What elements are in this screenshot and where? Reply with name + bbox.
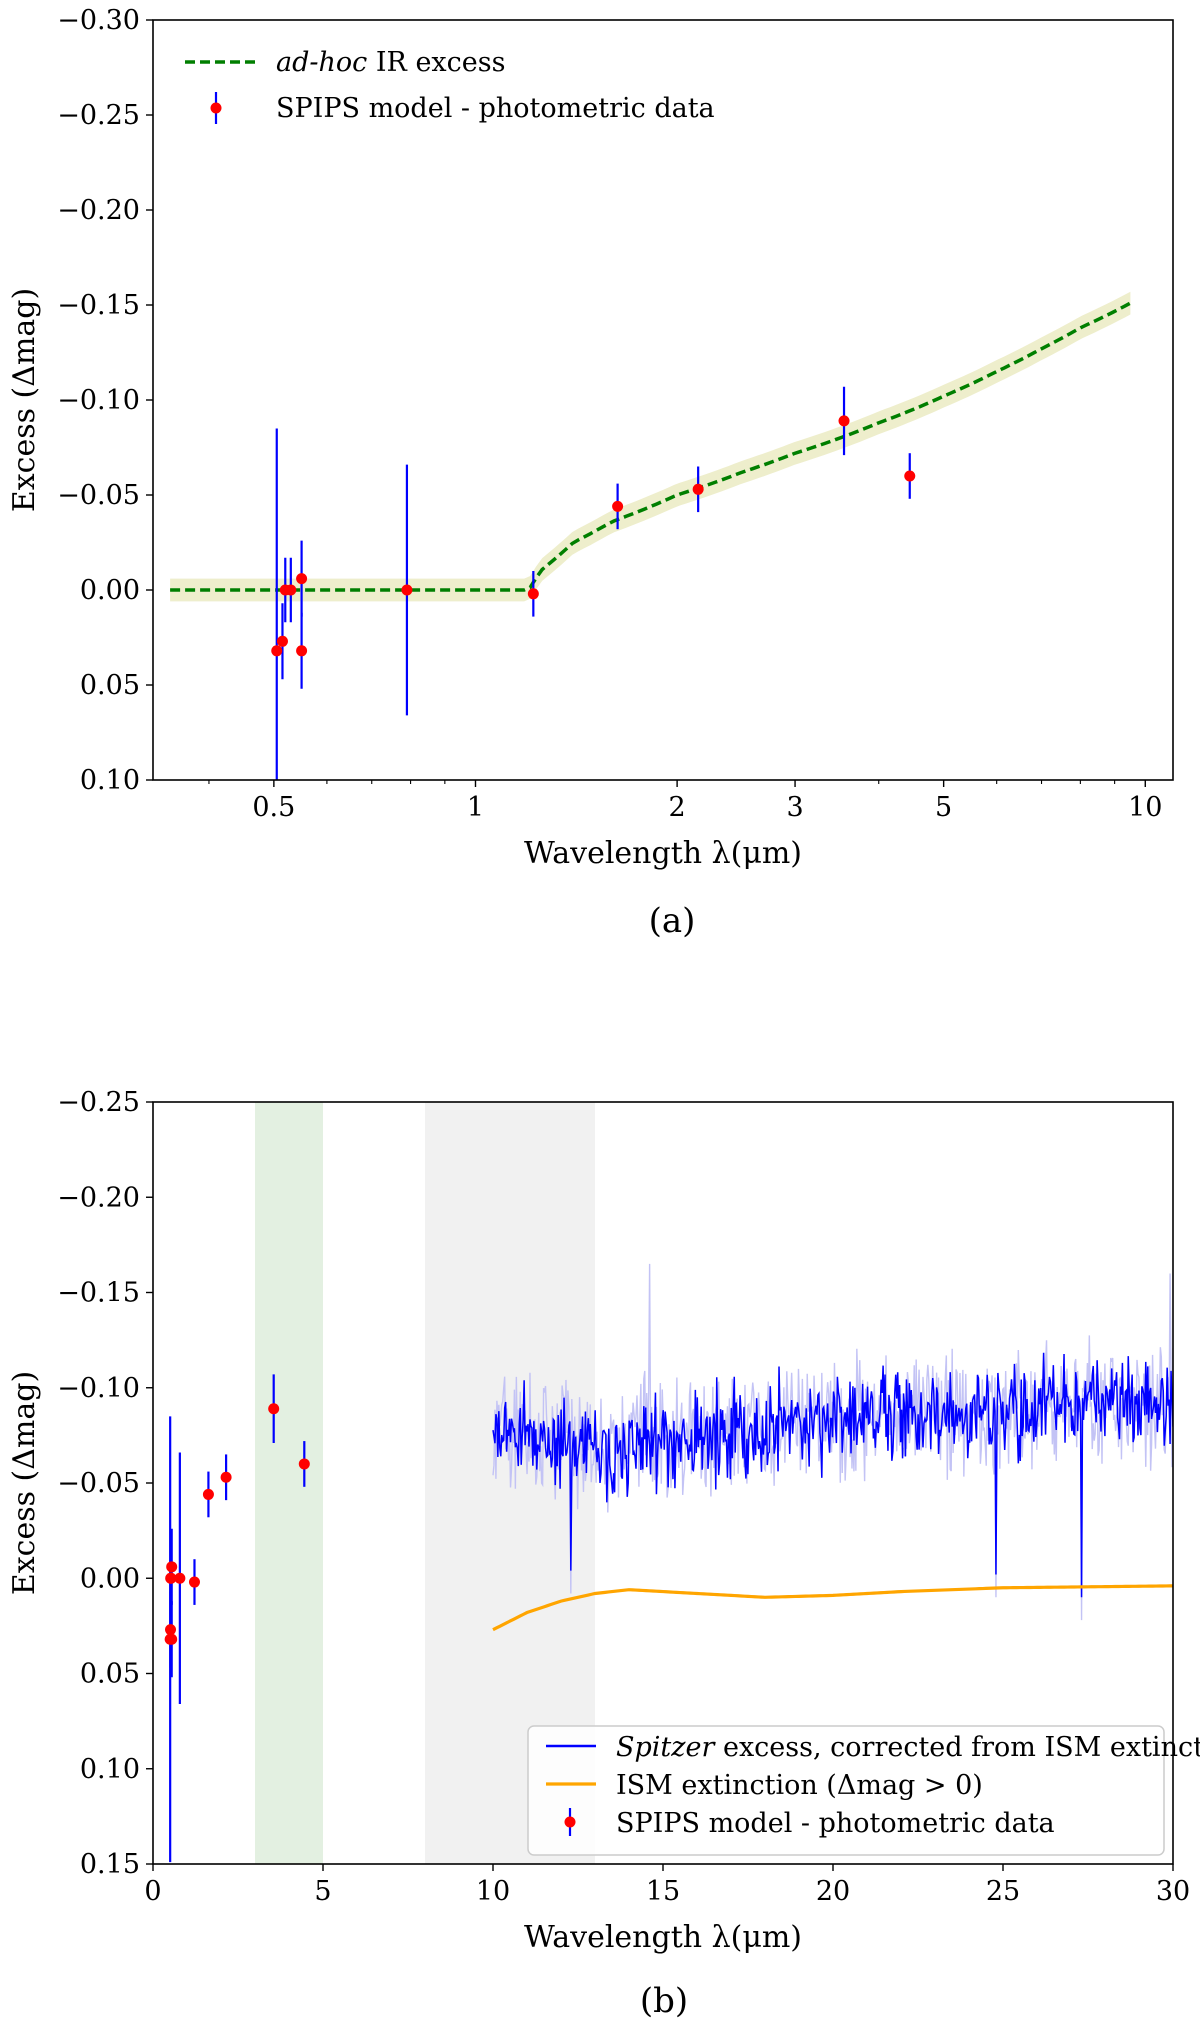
ism-extinction-line	[492, 1584, 1173, 1632]
data-point	[271, 645, 283, 657]
data-point	[166, 1561, 178, 1573]
y-tick-label: −0.25	[57, 1087, 140, 1118]
legend-spitzer-italic: Spitzer	[616, 1732, 716, 1763]
panel-a-ticks: 0.5 1 2 3 5 10 −0.30 −0.25 −0.20 −0.15 −0.10 −0.05 0…	[57, 5, 1162, 823]
spitzer-excess-line	[492, 1352, 1173, 1598]
legend-box	[527, 1725, 1165, 1856]
panel-b-frame	[152, 1101, 1174, 1865]
panel-b-x-axis-label: Wavelength λ(μm)	[524, 1920, 802, 1955]
x-tick-label: 0.5	[252, 792, 295, 823]
legend-adhoc-label: ad-hoc IR excess	[276, 47, 505, 78]
y-tick-label: −0.10	[57, 385, 140, 416]
legend-spitzer-label: Spitzer excess, corrected from ISM extin…	[616, 1732, 1200, 1763]
data-point	[692, 483, 704, 495]
legend-spips-label: SPIPS model - photometric data	[276, 93, 715, 124]
y-tick-label: 0.05	[80, 670, 140, 701]
y-tick-label: 0.10	[80, 765, 140, 796]
data-point	[838, 415, 850, 427]
legend-spips-b-label: SPIPS model - photometric data	[616, 1808, 1055, 1839]
y-tick-label: −0.05	[57, 1468, 140, 1499]
data-point	[220, 1471, 232, 1483]
y-tick-label: −0.25	[57, 100, 140, 131]
data-point	[268, 1403, 280, 1415]
y-tick-label: −0.10	[57, 1373, 140, 1404]
panel-a-plot-area	[170, 291, 1132, 780]
y-tick-label: 0.10	[80, 1754, 140, 1785]
panel-a: 0.5 1 2 3 5 10 −0.30 −0.25 −0.20 −0.15 −0.10 −0.05 0…	[7, 5, 1174, 941]
data-point	[202, 1488, 214, 1500]
data-point	[527, 588, 539, 600]
panel-a-x-axis-label: Wavelength λ(μm)	[524, 836, 802, 871]
panel-b: 0 5 10 15 20 25 30 −0.25 −0.20 −0.15 −0.10 −0.05 0.0…	[7, 1087, 1200, 2021]
y-tick-label: −0.30	[57, 5, 140, 36]
y-tick-label: −0.20	[57, 1182, 140, 1213]
data-point	[904, 470, 916, 482]
y-tick-label: −0.05	[57, 480, 140, 511]
x-tick-label: 5	[314, 1876, 331, 1907]
x-tick-label: 5	[935, 792, 952, 823]
y-tick-label: −0.15	[57, 290, 140, 321]
legend-adhoc-text: IR excess	[367, 47, 505, 78]
x-tick-label: 30	[1156, 1876, 1190, 1907]
y-tick-label: 0.00	[80, 575, 140, 606]
y-tick-label: 0.05	[80, 1659, 140, 1690]
x-tick-label: 20	[816, 1876, 850, 1907]
panel-b-legend: Spitzer excess, corrected from ISM extin…	[527, 1725, 1200, 1856]
y-tick-label: −0.15	[57, 1278, 140, 1309]
x-tick-label: 1	[467, 792, 484, 823]
x-tick-label: 25	[986, 1876, 1020, 1907]
shaded-wavelength-region	[255, 1102, 323, 1864]
data-point	[285, 584, 297, 596]
y-tick-label: 0.00	[80, 1563, 140, 1594]
data-point	[401, 584, 413, 596]
x-tick-label: 2	[669, 792, 686, 823]
panel-a-y-axis-label: Excess (Δmag)	[7, 288, 42, 512]
legend-spips-point-swatch	[210, 102, 222, 114]
data-point	[296, 645, 308, 657]
data-point	[298, 1458, 310, 1470]
legend-spips-b-point-swatch	[564, 1816, 576, 1828]
panel-a-legend: ad-hoc IR excess SPIPS model - photometr…	[185, 47, 715, 124]
legend-ism-label: ISM extinction (Δmag > 0)	[616, 1770, 983, 1801]
legend-adhoc-italic: ad-hoc	[276, 47, 367, 78]
data-point	[165, 1572, 177, 1584]
y-tick-label: −0.20	[57, 195, 140, 226]
x-tick-label: 10	[476, 1876, 510, 1907]
y-tick-label: 0.15	[80, 1849, 140, 1880]
panel-a-caption: (a)	[649, 901, 696, 941]
panel-b-caption: (b)	[640, 1981, 688, 2021]
data-point	[165, 1624, 177, 1636]
legend-spitzer-text: excess, corrected from ISM extinction	[714, 1732, 1200, 1763]
x-tick-label: 10	[1128, 792, 1162, 823]
data-point	[612, 500, 624, 512]
panel-a-frame	[152, 19, 1174, 781]
data-point	[166, 1633, 178, 1645]
data-point	[174, 1572, 186, 1584]
panel-b-ticks: 0 5 10 15 20 25 30 −0.25 −0.20 −0.15 −0.10 −0.05 0.0…	[57, 1087, 1190, 1907]
panel-b-y-axis-label: Excess (Δmag)	[7, 1371, 42, 1595]
x-tick-label: 3	[786, 792, 803, 823]
data-point	[296, 573, 308, 585]
data-point	[188, 1576, 200, 1588]
data-point	[276, 635, 288, 647]
x-tick-label: 15	[646, 1876, 680, 1907]
x-tick-label: 0	[144, 1876, 161, 1907]
